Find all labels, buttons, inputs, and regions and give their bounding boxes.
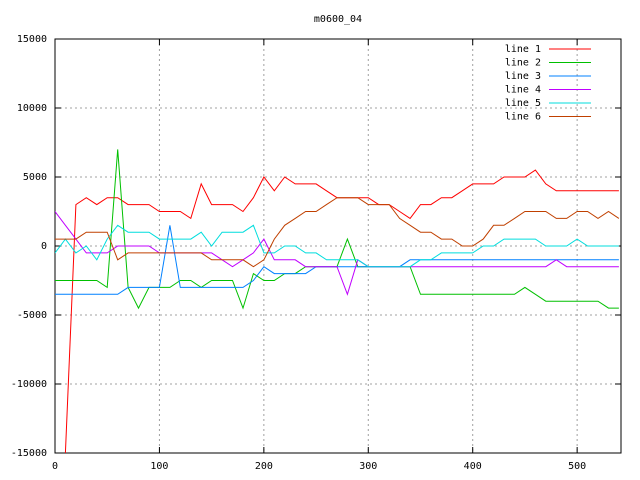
y-tick-label: 0 <box>41 241 47 252</box>
plot-frame <box>54 38 622 454</box>
x-tick-label: 500 <box>568 461 586 472</box>
chart-title: m0600_04 <box>314 14 362 25</box>
y-tick-label: -15000 <box>11 448 47 459</box>
y-tick-label: -5000 <box>17 310 47 321</box>
legend-label: line 3 <box>505 71 541 82</box>
y-tick-label: 5000 <box>23 172 47 183</box>
legend-label: line 4 <box>505 85 541 96</box>
legend-label: line 5 <box>505 98 541 109</box>
x-tick-label: 300 <box>359 461 377 472</box>
y-tick-label: 10000 <box>17 103 47 114</box>
data-line <box>55 197 620 268</box>
legend-label: line 2 <box>505 58 541 69</box>
data-line <box>55 224 619 268</box>
plot-area <box>55 149 620 453</box>
x-tick-label: 0 <box>52 461 58 472</box>
y-tick-label: 15000 <box>17 34 47 45</box>
x-tick-label: 400 <box>464 461 482 472</box>
legend-label: line 1 <box>505 44 541 55</box>
x-tick-label: 100 <box>150 461 168 472</box>
legend-label: line 6 <box>505 112 541 123</box>
x-tick-label: 200 <box>255 461 273 472</box>
y-tick-label: -10000 <box>11 379 47 390</box>
data-line <box>55 211 619 296</box>
